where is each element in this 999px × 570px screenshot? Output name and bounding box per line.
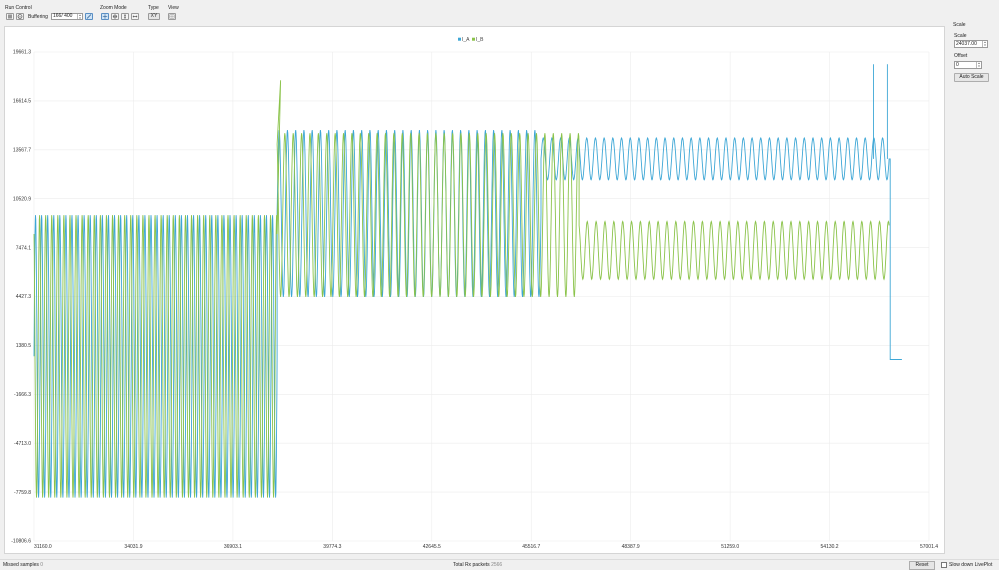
total-rx-value: 2566 bbox=[491, 562, 503, 568]
y-tick-label: -4713.0 bbox=[14, 441, 31, 447]
auto-scale-button[interactable]: Auto Scale bbox=[954, 73, 989, 82]
x-tick-label: 42645.5 bbox=[423, 544, 441, 550]
legend-label-I_A[interactable]: I_A bbox=[462, 37, 470, 43]
plot-series bbox=[33, 64, 902, 498]
offset-input[interactable]: 0 ▴ ▾ bbox=[954, 61, 982, 69]
offset-value: 0 bbox=[956, 62, 959, 68]
offset-stepper-arrows-icon[interactable]: ▴ ▾ bbox=[976, 62, 981, 68]
y-tick-label: 7474.1 bbox=[16, 245, 32, 251]
legend-label-I_B[interactable]: I_B bbox=[476, 37, 484, 43]
scale-value: 24037.00 bbox=[956, 41, 977, 47]
y-tick-label: 19661.3 bbox=[13, 50, 31, 56]
scale-label: Scale bbox=[954, 33, 967, 39]
x-tick-label: 51259.0 bbox=[721, 544, 739, 550]
x-tick-label: 48387.9 bbox=[622, 544, 640, 550]
toolbar: Run Control Buffering 166/ 400 ▴ ▾ Zoom M… bbox=[0, 0, 999, 24]
scale-input[interactable]: 24037.00 ▴ ▾ bbox=[954, 40, 988, 48]
type-title: Type bbox=[148, 5, 159, 11]
buffer-value: 166/ 400 bbox=[53, 13, 73, 19]
y-tick-label: 10520.9 bbox=[13, 196, 31, 202]
y-tick-label: -1666.3 bbox=[14, 392, 31, 398]
pause-icon[interactable] bbox=[6, 13, 14, 20]
legend-swatch-I_A[interactable] bbox=[458, 37, 461, 41]
scale-panel: Scale Scale 24037.00 ▴ ▾ Offset 0 ▴ ▾ Auto… bbox=[950, 20, 999, 560]
run-control-title: Run Control bbox=[5, 5, 32, 11]
info-icon[interactable] bbox=[16, 13, 24, 20]
reset-button[interactable]: Reset bbox=[909, 561, 935, 570]
missed-samples: Missed samples 0 bbox=[3, 562, 43, 568]
legend-swatch-I_B[interactable] bbox=[472, 37, 475, 41]
view-grid-icon[interactable] bbox=[168, 13, 176, 20]
scale-panel-header: Scale bbox=[953, 22, 966, 28]
zoom-box-icon[interactable] bbox=[111, 13, 119, 20]
missed-samples-value: 0 bbox=[40, 562, 44, 568]
slow-down-checkbox[interactable] bbox=[941, 562, 947, 568]
zoom-mode-title: Zoom Mode bbox=[100, 5, 127, 11]
y-tick-label: -7759.8 bbox=[14, 490, 31, 496]
x-tick-label: 36903.1 bbox=[224, 544, 242, 550]
y-tick-label: 1380.5 bbox=[16, 343, 32, 349]
series-line-I_B bbox=[33, 80, 890, 498]
zoom-xy-icon[interactable] bbox=[101, 13, 109, 20]
scale-stepper-arrows-icon[interactable]: ▴ ▾ bbox=[982, 41, 987, 47]
offset-label: Offset bbox=[954, 53, 968, 59]
settings-wrench-icon[interactable] bbox=[85, 13, 93, 20]
x-tick-label: 57001.4 bbox=[920, 544, 938, 550]
total-rx-packets: Total Rx packets 2566 bbox=[453, 562, 502, 568]
x-tick-label: 34031.9 bbox=[124, 544, 142, 550]
plot-axes: 19661.3 16614.5 13567.7 10520.9 7474.1 4427.3… bbox=[11, 50, 938, 550]
y-tick-label: 16614.5 bbox=[13, 99, 31, 105]
y-tick-label: -10806.6 bbox=[11, 539, 31, 545]
x-tick-label: 45516.7 bbox=[522, 544, 540, 550]
zoom-y-icon[interactable] bbox=[121, 13, 129, 20]
y-tick-label: 13567.7 bbox=[13, 148, 31, 154]
plot-panel[interactable]: 19661.3 16614.5 13567.7 10520.9 7474.1 4427.3… bbox=[4, 26, 945, 554]
x-tick-label: 39774.3 bbox=[323, 544, 341, 550]
series-line-I_A bbox=[33, 129, 902, 498]
y-tick-label: 4427.3 bbox=[16, 294, 32, 300]
view-title: View bbox=[168, 5, 179, 11]
total-rx-label: Total Rx packets bbox=[453, 562, 490, 568]
status-bar: Missed samples 0 Total Rx packets 2566 R… bbox=[0, 559, 999, 570]
plot-legend[interactable]: I_A I_B bbox=[458, 37, 484, 43]
x-tick-label: 31160.0 bbox=[34, 544, 52, 550]
missed-samples-label: Missed samples bbox=[3, 562, 39, 568]
line-chart[interactable]: 19661.3 16614.5 13567.7 10520.9 7474.1 4427.3… bbox=[5, 27, 944, 553]
zoom-x-icon[interactable] bbox=[131, 13, 139, 20]
stepper-arrows-icon[interactable]: ▴ ▾ bbox=[77, 14, 82, 19]
buffering-label: Buffering bbox=[28, 14, 48, 20]
x-tick-label: 54130.2 bbox=[821, 544, 839, 550]
buffer-size-stepper[interactable]: 166/ 400 ▴ ▾ bbox=[51, 13, 83, 20]
slow-down-label: Slow down LivePlot bbox=[949, 562, 993, 568]
type-xy-button[interactable]: XY bbox=[148, 13, 160, 20]
